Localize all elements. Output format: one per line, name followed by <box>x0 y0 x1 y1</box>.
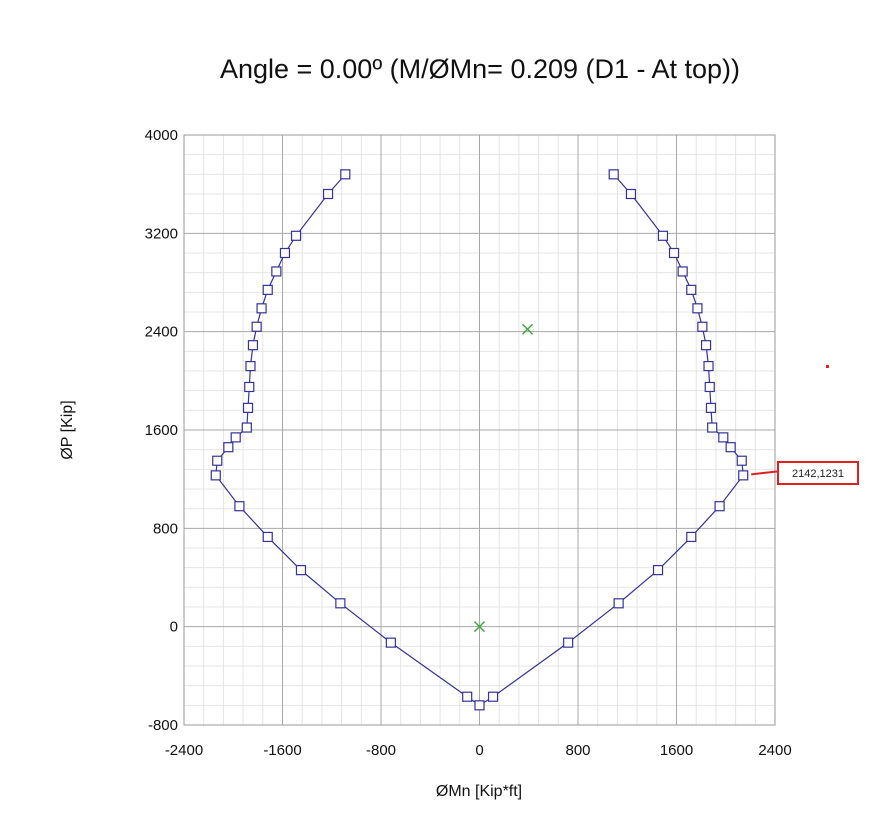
data-point-square <box>340 169 351 180</box>
y-tick-labels: -800 0 800 1600 2400 3200 4000 <box>145 127 178 734</box>
data-point-square <box>652 565 664 576</box>
callout-leader <box>751 470 779 476</box>
data-point-x <box>522 323 534 335</box>
data-point-square <box>290 230 302 241</box>
data-point-square <box>613 598 624 609</box>
data-point-square <box>241 422 252 433</box>
data-point-x <box>474 621 485 633</box>
data-point-x-stroke <box>522 323 534 335</box>
y-axis-title: ØP [Kip] <box>59 400 76 459</box>
callout-label: 2142,1231 <box>792 468 844 480</box>
data-point-square <box>295 565 307 576</box>
data-point-square <box>718 432 729 443</box>
x-tick-label: -2400 <box>165 742 203 759</box>
data-point-square <box>563 637 574 648</box>
data-point-square <box>487 691 499 702</box>
data-point-square <box>686 531 697 543</box>
data-point-square <box>668 247 680 259</box>
data-point-square <box>212 455 223 466</box>
data-point-square <box>223 442 234 453</box>
series-layer <box>210 169 749 711</box>
x-tick-label: 0 <box>475 742 483 759</box>
data-point-square <box>474 700 485 711</box>
data-point-square <box>251 321 262 332</box>
data-point-square <box>738 470 749 481</box>
grid-major <box>183 134 776 726</box>
data-point-square <box>210 470 221 481</box>
data-point-square <box>234 501 245 512</box>
data-point-square <box>625 188 637 200</box>
data-point-square <box>677 266 688 277</box>
data-point-square <box>736 455 747 466</box>
y-tick-label: 0 <box>170 619 178 636</box>
data-point-square <box>707 422 718 433</box>
data-point-square <box>725 442 736 453</box>
data-point-square <box>245 360 256 372</box>
data-point-square <box>247 340 259 351</box>
x-tick-label: 2400 <box>758 742 791 759</box>
data-point-square <box>262 284 273 295</box>
data-point-square <box>279 247 291 259</box>
x-tick-label: 800 <box>565 742 590 759</box>
data-point-square <box>686 284 697 295</box>
data-point-square <box>322 188 334 200</box>
data-point-square <box>262 531 273 543</box>
x-tick-label: -1600 <box>263 742 301 759</box>
y-tick-label: 4000 <box>145 127 178 144</box>
data-point-square <box>230 432 241 443</box>
y-tick-label: 800 <box>153 520 178 537</box>
x-tick-label: 1600 <box>660 742 693 759</box>
data-point-square <box>704 381 715 393</box>
data-point-square <box>705 402 717 413</box>
annotation-layer: 2142,1231 <box>751 461 859 485</box>
data-point-square <box>271 266 282 277</box>
x-tick-labels: -2400 -1600 -800 0 800 1600 2400 <box>165 742 792 759</box>
data-point-square <box>608 169 619 180</box>
data-point-square <box>256 303 267 314</box>
data-point-square <box>697 321 708 332</box>
data-point-square <box>462 691 473 702</box>
data-point-square <box>244 381 255 393</box>
y-tick-label: 1600 <box>145 422 178 439</box>
chart-title: Angle = 0.00º (M/ØMn= 0.209 (D1 - At top… <box>220 54 740 84</box>
y-tick-label: 3200 <box>145 225 178 242</box>
data-point-square <box>692 303 703 314</box>
data-point-square <box>700 340 712 351</box>
data-point-square <box>335 598 346 609</box>
plot-frame <box>183 134 776 726</box>
data-point-square <box>657 230 669 241</box>
data-point-square <box>714 501 725 512</box>
callout-box <box>777 461 859 485</box>
stray-red-mark <box>826 365 829 368</box>
data-point-square <box>703 360 714 372</box>
y-tick-label: -800 <box>148 717 178 734</box>
y-tick-label: 2400 <box>145 324 178 341</box>
data-point-square <box>385 637 396 648</box>
data-point-square <box>242 402 254 413</box>
x-tick-label: -800 <box>366 742 396 759</box>
x-axis-title: ØMn [Kip*ft] <box>436 783 522 800</box>
data-point-x-stroke <box>474 621 485 633</box>
